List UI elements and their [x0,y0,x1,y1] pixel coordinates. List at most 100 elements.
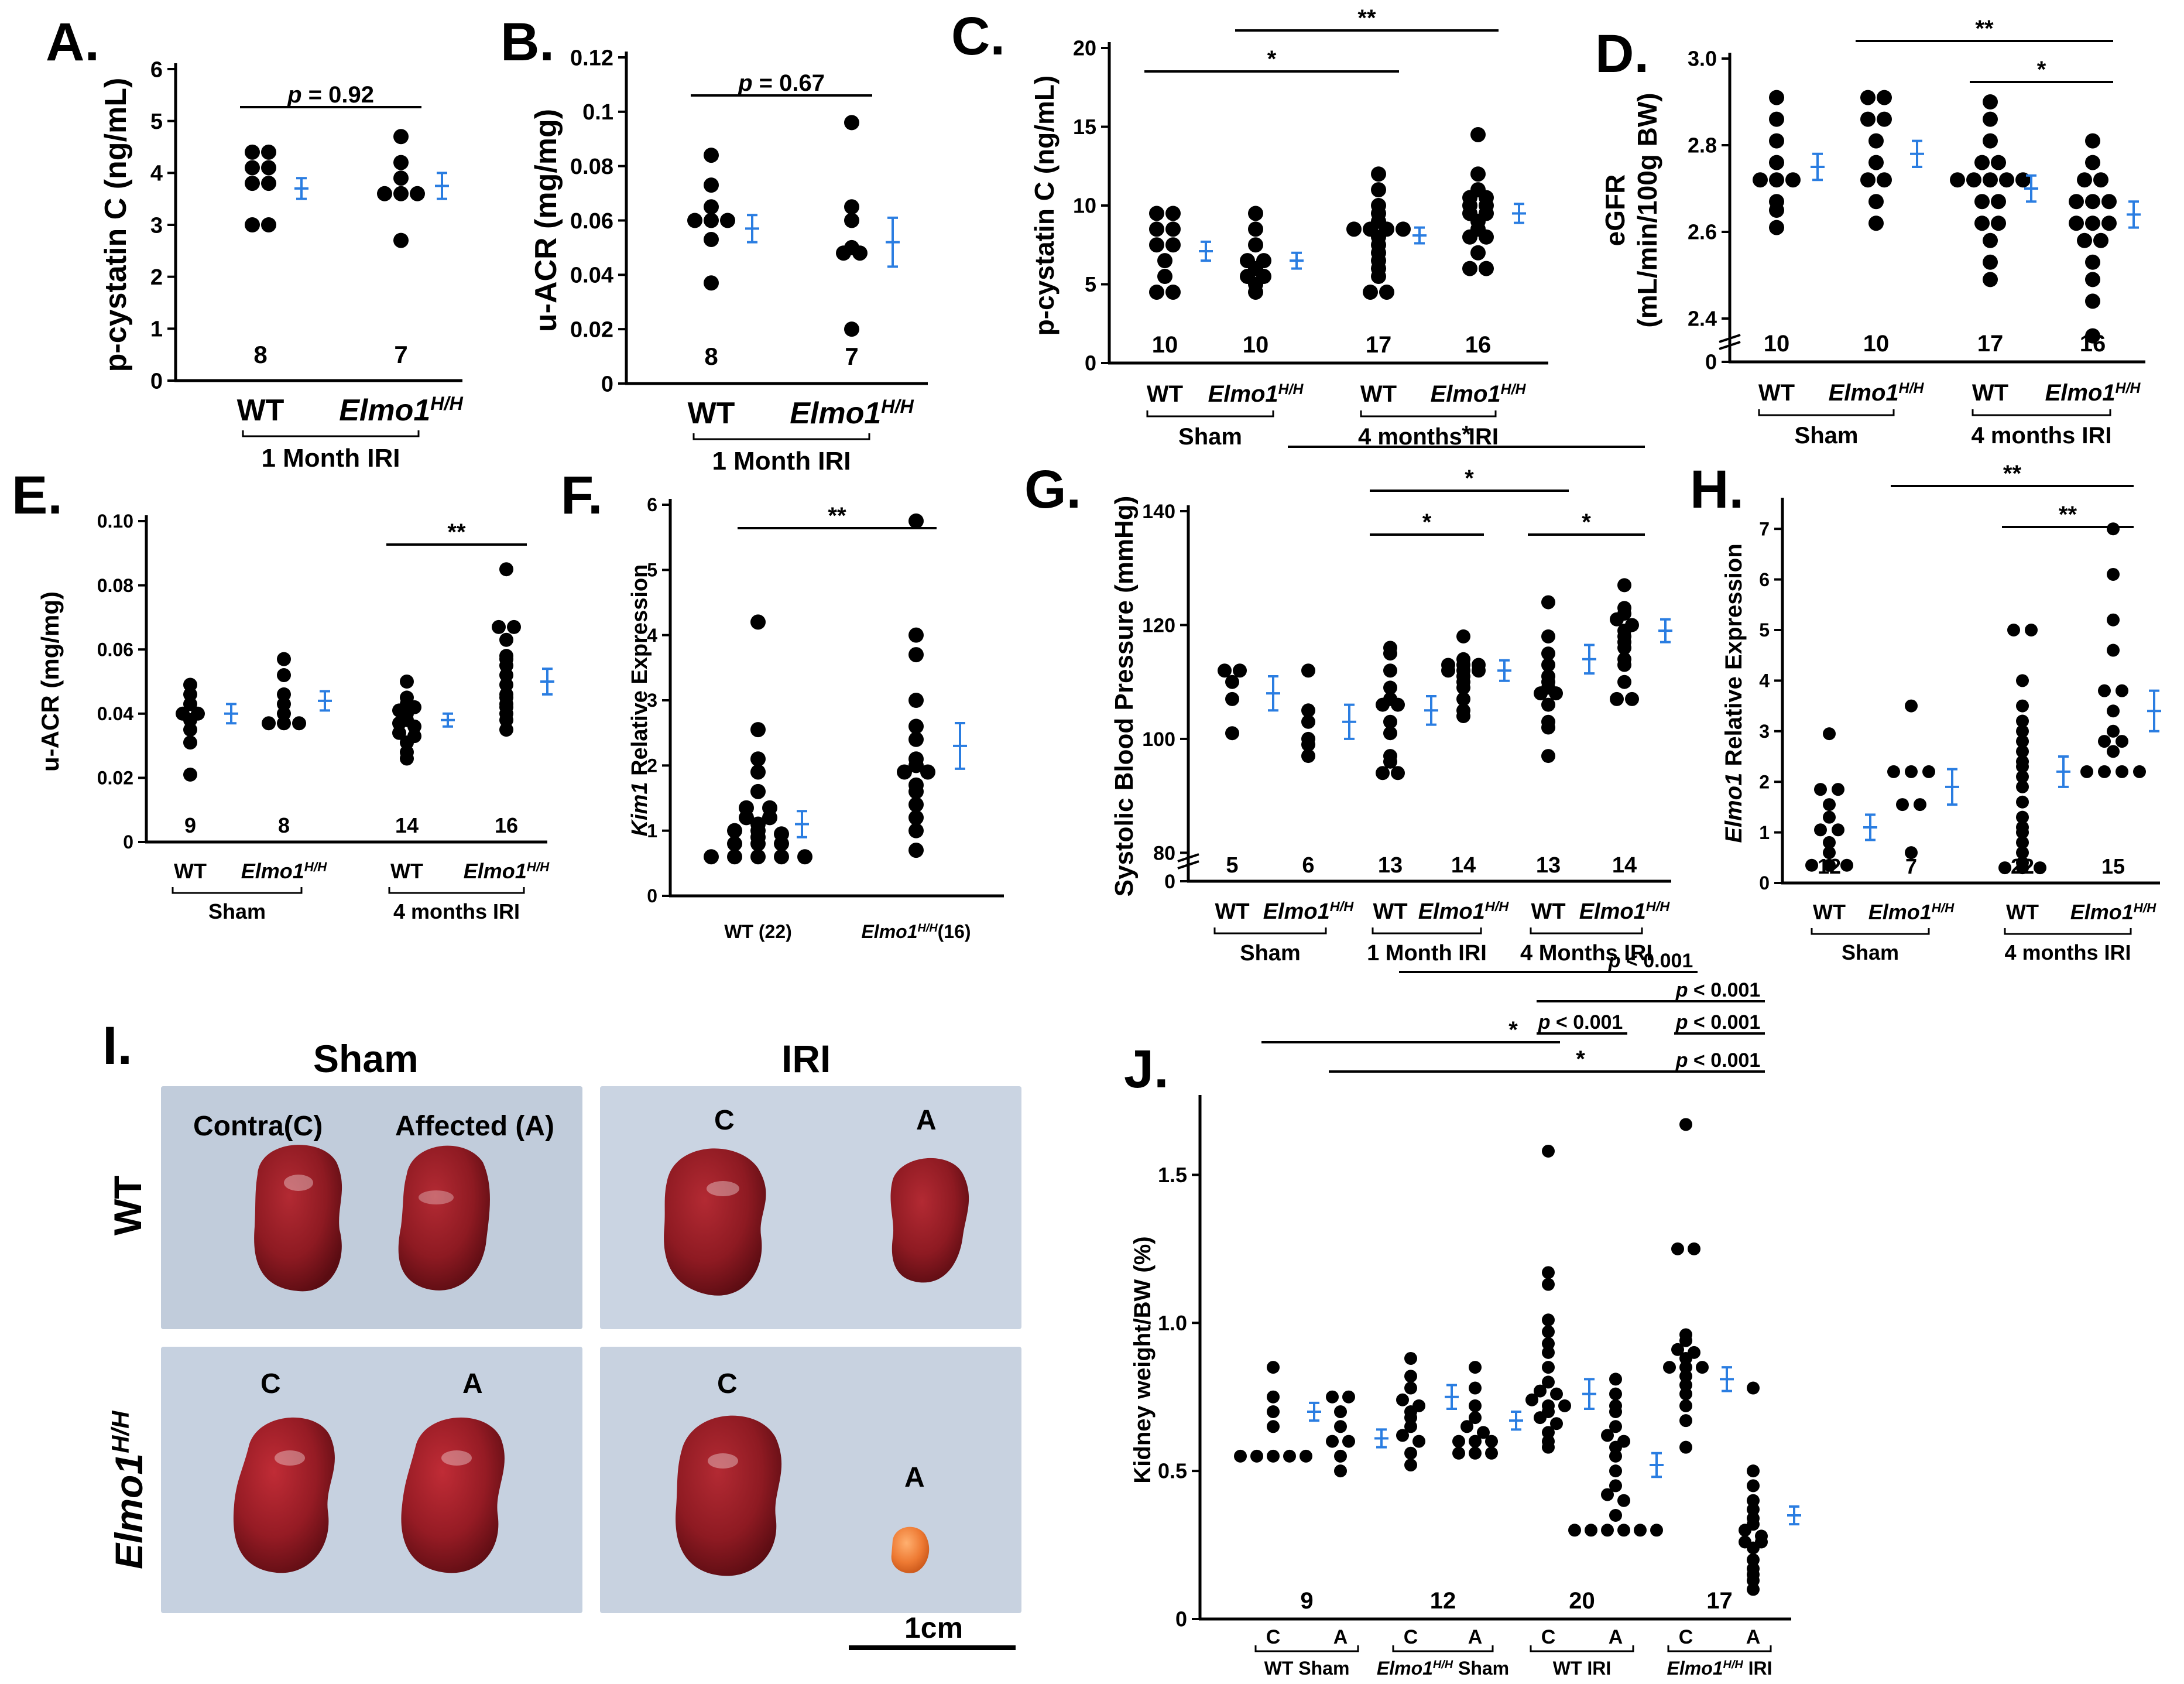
data-point [2098,735,2111,748]
data-point [261,144,276,160]
group-bracket [1392,1645,1494,1652]
data-point [1301,737,1315,752]
photo-label-a-elmo1-iri: A [904,1462,925,1493]
data-point [1896,798,1909,812]
data-point [908,627,924,643]
significance-label: * [1508,1017,1518,1043]
data-point [1404,1411,1417,1425]
n-label: 16 [1465,332,1492,358]
data-point [2016,861,2029,875]
data-point [1541,646,1555,661]
data-point [1371,182,1386,198]
data-point [1832,783,1844,796]
data-point [245,217,260,232]
data-point [261,217,276,232]
data-point [1860,172,1876,188]
data-point [2069,194,2084,210]
panel-label-h: H. [1690,460,1744,519]
group-bracket [1372,927,1482,935]
data-point [400,675,414,689]
data-point [1617,675,1631,689]
data-point [750,849,766,865]
data-point [1983,94,1998,109]
group-bracket [1758,409,1895,416]
data-point [2098,684,2111,697]
y-tick-label: 15 [1073,115,1096,139]
data-point [1149,206,1164,221]
data-point [1868,215,1884,231]
group-bracket [1146,410,1274,417]
x-group-label: WT [174,859,207,883]
significance-label: p < 0.001 [1675,1011,1761,1033]
y-tick-label: 1.0 [1158,1311,1187,1335]
data-point [1877,172,1892,188]
data-point [499,713,513,727]
data-point [1396,1393,1409,1406]
panel-label-d: D. [1595,24,1649,84]
data-point [2016,810,2029,824]
chart-d: 0 2.4 2.6 2.8 3.0 eGFR (mL/min/100g BW) 10 WT 10 E… [1600,16,2145,449]
group-bracket [1530,1645,1634,1652]
data-point [2107,745,2120,758]
data-point [1525,1393,1538,1406]
data-point [704,148,719,163]
y-tick-label: 7 [1759,518,1770,539]
n-label: 20 [1569,1588,1595,1614]
y-tick-label: 5 [1085,272,1096,296]
y-axis-label: p-cystatin C (ng/mL) [1029,76,1060,336]
y-axis-label: u-ACR (mg/mg) [36,591,64,772]
data-point [2093,172,2108,188]
data-point [1376,766,1390,781]
data-point [1218,663,1232,678]
data-point [704,231,719,247]
n-label: 7 [394,341,407,368]
x-group-label: WT [1972,380,2008,406]
y-tick-label: 0 [601,372,613,396]
data-point [1165,237,1181,253]
data-point [1905,846,1918,860]
n-label: 17 [1706,1588,1733,1614]
data-point [1371,166,1386,182]
data-point [1300,1449,1312,1463]
y-tick-label: 3 [1759,721,1770,742]
data-point [750,764,766,780]
data-point [499,700,513,714]
x-group-label: WT [1373,899,1407,924]
data-point [410,186,425,201]
data-point [2016,760,2029,773]
significance-label: * [1462,422,1471,447]
x-group-label: WT [1147,381,1183,407]
group-bracket [172,887,303,894]
data-point [1225,726,1239,741]
data-point [1625,692,1639,706]
data-point [1860,90,1876,105]
data-point [720,213,735,228]
data-point [897,764,912,780]
chart-b: 0 0.02 0.04 0.06 0.08 0.1 0.12 u-ACR (mg/mg) 8 WT… [529,46,928,475]
y-tick-label: 0.1 [582,100,613,125]
y-tick-label: 2 [1759,771,1770,792]
data-point [1383,714,1397,729]
data-point [1379,284,1394,300]
n-label: 10 [1863,331,1890,357]
data-point [400,735,414,750]
chart-f: 0 1 2 3 4 5 6 Kim1 Relative Expression WT (22) El… [628,494,1004,942]
data-point [377,186,392,201]
data-point [1301,663,1315,678]
x-group-label: WT [688,396,735,430]
x-group-label: WT (22) [724,921,792,942]
data-point [1542,1313,1555,1327]
data-point [1542,1346,1555,1359]
data-point [1334,1405,1347,1418]
group-bracket [1972,409,2111,416]
panel-label-g: G. [1024,460,1082,519]
data-point [1165,206,1181,221]
photo-row-label-wt: WT [106,1175,149,1235]
x-group-label: A [1746,1626,1761,1648]
y-tick-label: 0 [1085,351,1096,375]
data-point [1301,749,1315,764]
data-point [183,767,197,782]
data-point [1679,1370,1692,1383]
y-tick-label: 5 [647,560,657,581]
y-tick-label: 2.8 [1688,134,1717,158]
